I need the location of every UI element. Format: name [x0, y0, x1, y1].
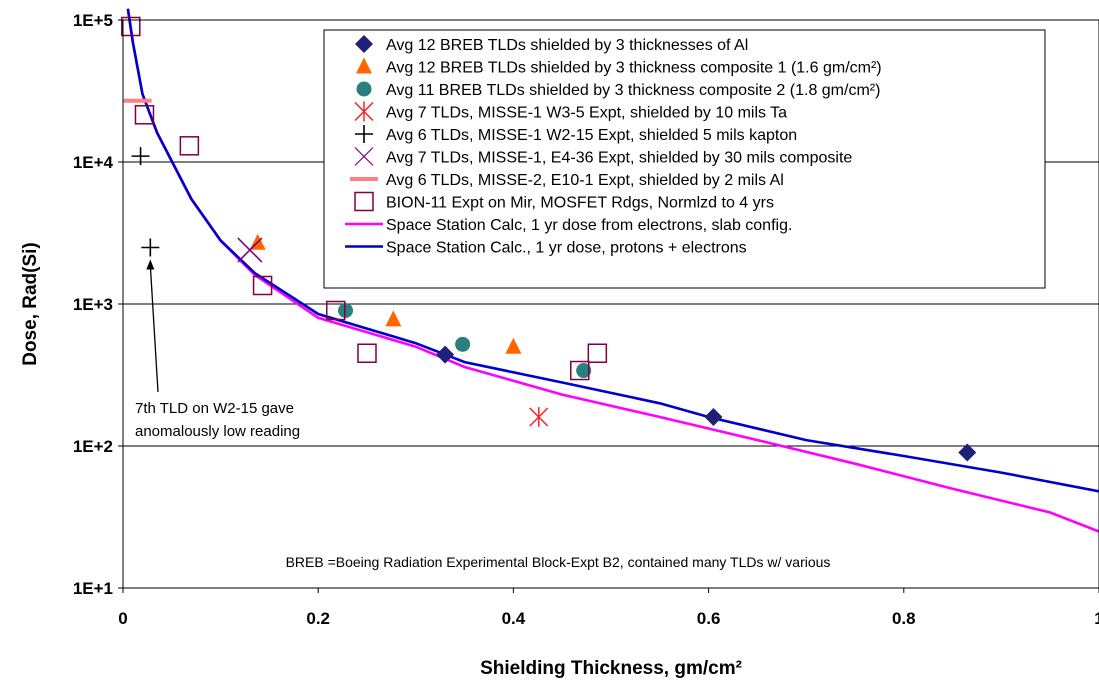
- annotation-text-line: anomalously low reading: [135, 423, 300, 440]
- x-tick-label: 0.4: [502, 609, 526, 628]
- y-tick-label: 1E+2: [73, 437, 113, 456]
- y-tick-label: 1E+3: [73, 295, 113, 314]
- legend-entry-label: Avg 11 BREB TLDs shielded by 3 thickness…: [386, 82, 880, 99]
- legend-box: [323, 29, 1046, 289]
- legend-entry-label: Avg 7 TLDs, MISSE-1 W3-5 Expt, shielded …: [386, 105, 787, 122]
- legend-marker: [355, 125, 373, 143]
- data-point-series-3: [529, 407, 549, 428]
- data-point-series-0: [436, 345, 455, 364]
- legend-entry-label: Avg 6 TLDs, MISSE-2, E10-1 Expt, shielde…: [386, 172, 784, 189]
- legend-entry-label: Space Station Calc., 1 yr dose, protons …: [386, 240, 747, 257]
- series-line-9: [126, 8, 1099, 493]
- legend-entry-label: Avg 6 TLDs, MISSE-1 W2-15 Expt, shielded…: [386, 127, 797, 144]
- x-tick-label: 0: [118, 609, 127, 628]
- data-point-series-2: [576, 363, 592, 379]
- y-tick-label: 1E+1: [73, 579, 113, 598]
- data-point-series-7: [326, 300, 346, 321]
- data-point-series-5: [237, 237, 263, 263]
- data-point-series-7: [179, 136, 200, 156]
- annotations: 7th TLD on W2-15 gave anomalously low rea…: [135, 259, 830, 570]
- legend-entry-label: BION-11 Expt on Mir, MOSFET Rdgs, Normlz…: [386, 195, 774, 212]
- data-point-series-7: [134, 105, 155, 125]
- x-tick-label: 0.8: [892, 609, 916, 628]
- data-point-series-7: [252, 275, 273, 296]
- legend-entry-label: Avg 7 TLDs, MISSE-1, E4-36 Expt, shielde…: [386, 150, 852, 167]
- data-point-series-2: [338, 302, 354, 318]
- data-point-series-7: [121, 16, 141, 37]
- y-tick-label: 1E+5: [73, 11, 113, 30]
- data-point-series-1: [505, 337, 522, 354]
- legend-marker: [355, 35, 373, 53]
- x-tick-label: 1: [1094, 609, 1099, 628]
- x-tick-label: 0.2: [306, 609, 330, 628]
- annotation-arrow: [149, 265, 159, 393]
- data-point-series-4: [141, 238, 160, 257]
- legend-entry-label: Avg 12 BREB TLDs shielded by 3 thickness…: [386, 37, 748, 54]
- data-point-series-4: [131, 147, 150, 166]
- series-lines: [126, 8, 1099, 533]
- y-axis-title: Dose, Rad(Si): [20, 242, 41, 366]
- y-tick-label: 1E+4: [73, 153, 114, 172]
- legend-marker: [354, 147, 374, 166]
- data-point-series-7: [587, 343, 608, 363]
- legend-marker: [354, 191, 374, 212]
- data-markers: [121, 16, 977, 462]
- x-tick-label: 0.6: [697, 609, 721, 628]
- axis-ticks: 1E+1 1E+2 1E+3 1E+4 1E+5 0 0.2 0.4 0.6 0.8 1: [73, 11, 1099, 628]
- legend-marker: [356, 57, 372, 74]
- data-point-series-7: [570, 360, 590, 381]
- legend-entry-label: Space Station Calc, 1 yr dose from elect…: [386, 217, 792, 234]
- data-point-series-2: [455, 336, 471, 352]
- footnote-text: BREB =Boeing Radiation Experimental Bloc…: [286, 554, 831, 570]
- x-axis-title: Shielding Thickness, gm/cm²: [480, 658, 742, 679]
- legend: Avg 12 BREB TLDs shielded by 3 thickness…: [323, 29, 1046, 289]
- annotation-text-line: 7th TLD on W2-15 gave: [135, 400, 294, 417]
- data-point-series-0: [704, 408, 723, 427]
- data-point-series-1: [385, 310, 402, 327]
- data-point-series-0: [958, 443, 977, 462]
- legend-entry-label: Avg 12 BREB TLDs shielded by 3 thickness…: [386, 60, 882, 77]
- annotation-arrow-head: [146, 259, 155, 270]
- legend-marker: [356, 81, 372, 97]
- data-point-series-7: [357, 343, 377, 363]
- legend-marker: [354, 101, 374, 122]
